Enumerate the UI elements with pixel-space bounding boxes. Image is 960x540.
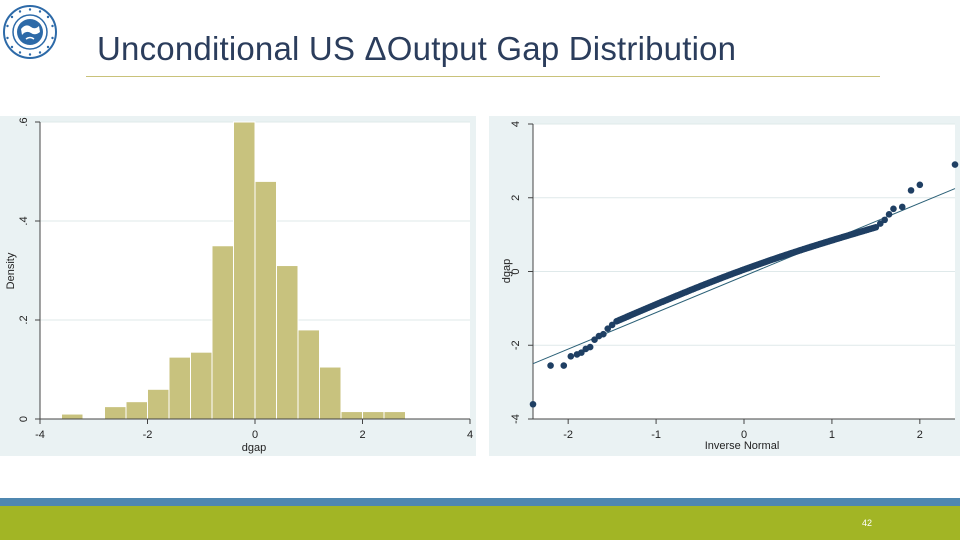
- qq-data-point: [578, 349, 585, 356]
- footer-green-band: [0, 506, 960, 540]
- histogram-bar: [190, 351, 213, 420]
- histogram-y-tick-label: 0: [18, 416, 30, 422]
- histogram-bar: [297, 329, 320, 420]
- qq-data-point: [907, 187, 915, 194]
- histogram-y-tick-label: .2: [18, 315, 30, 324]
- histogram-bar: [362, 411, 385, 420]
- histogram-bar: [125, 401, 148, 420]
- qq-data-point: [604, 325, 612, 332]
- histogram-svg: 0 .2 .4 .6 -4 -2 0 2 4 dgap Density: [0, 116, 476, 456]
- footer-blue-band: [0, 498, 960, 506]
- qq-x-tick-label: 2: [917, 429, 923, 441]
- qq-data-point: [885, 211, 893, 218]
- imf-seal-icon: [2, 4, 58, 60]
- qq-data-point: [881, 216, 888, 224]
- histogram-x-axis-label: dgap: [242, 442, 266, 454]
- qq-data-point: [890, 205, 897, 213]
- qq-data-point: [898, 203, 906, 211]
- qq-data-point: [560, 362, 568, 369]
- qq-y-tick-label: -2: [510, 340, 522, 350]
- histogram-bar: [211, 245, 234, 420]
- density-histogram: 0 .2 .4 .6 -4 -2 0 2 4 dgap Density: [0, 116, 476, 456]
- qq-x-axis-label: Inverse Normal: [705, 440, 780, 452]
- histogram-y-axis-label: Density: [5, 252, 17, 289]
- histogram-x-tick-label: 2: [359, 429, 365, 441]
- histogram-bar: [147, 388, 170, 420]
- qq-data-point: [567, 353, 575, 360]
- title-divider: [86, 76, 880, 77]
- histogram-bar: [340, 411, 363, 420]
- qq-data-point: [591, 336, 598, 344]
- qq-data-point: [872, 223, 880, 231]
- qq-data-point: [547, 362, 554, 369]
- histogram-bar: [319, 366, 342, 420]
- histogram-x-tick-label: 0: [252, 429, 258, 441]
- slide-title: Unconditional US ΔOutput Gap Distributio…: [97, 30, 737, 67]
- qq-x-tick-label: -2: [563, 429, 573, 441]
- qq-y-tick-label: 4: [510, 121, 522, 127]
- histogram-bar: [254, 180, 277, 420]
- histogram-bar: [276, 265, 299, 420]
- qq-data-point: [529, 400, 537, 408]
- qq-y-tick-label: -4: [510, 414, 522, 424]
- histogram-bar: [168, 356, 191, 420]
- histogram-y-tick-label: .4: [18, 216, 30, 225]
- qq-plot-svg: -4 -2 0 2 4 -2 -1 0 1 2 Inverse Normal dgap: [489, 116, 960, 456]
- histogram-bar: [104, 406, 127, 420]
- qq-data-point: [608, 321, 616, 329]
- qq-data-point: [600, 330, 607, 338]
- histogram-bar: [383, 411, 406, 420]
- qq-y-tick-label: 2: [510, 195, 522, 201]
- histogram-x-tick-label: 4: [467, 429, 473, 441]
- qq-x-tick-label: 1: [829, 429, 835, 441]
- histogram-x-tick-label: -4: [35, 429, 45, 441]
- qq-data-point: [586, 343, 594, 351]
- qq-x-tick-label: -1: [651, 429, 661, 441]
- page-number: 42: [862, 518, 873, 528]
- qq-plot: -4 -2 0 2 4 -2 -1 0 1 2 Inverse Normal dgap: [489, 116, 960, 456]
- qq-x-tick-label: 0: [741, 429, 747, 441]
- qq-data-point: [916, 181, 924, 189]
- histogram-x-tick-label: -2: [143, 429, 153, 441]
- qq-data-point: [951, 161, 959, 168]
- qq-data-point: [876, 220, 884, 227]
- qq-y-axis-label: dgap: [501, 259, 513, 283]
- qq-y-tick-label: 0: [510, 268, 522, 274]
- histogram-y-tick-label: .6: [18, 117, 30, 126]
- histogram-bar: [61, 413, 84, 420]
- histogram-bar: [233, 121, 256, 420]
